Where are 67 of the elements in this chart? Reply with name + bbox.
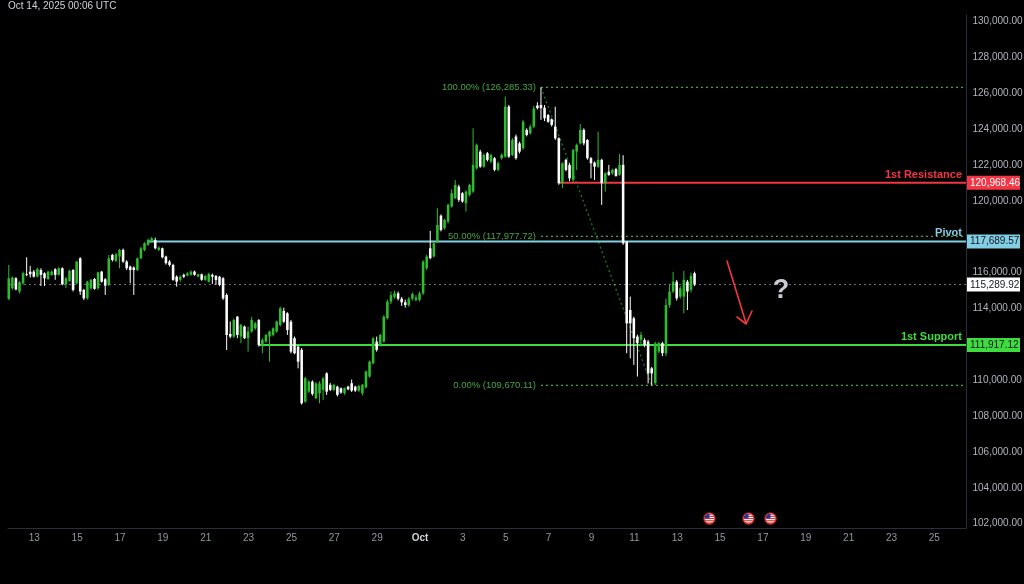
x-tick-label: 19 bbox=[157, 531, 169, 543]
y-tick-label: 122,000.00 bbox=[972, 158, 1023, 170]
candlestick bbox=[618, 153, 621, 177]
x-tick-label: 19 bbox=[800, 531, 812, 543]
candlestick bbox=[436, 207, 439, 244]
candlestick bbox=[75, 260, 78, 285]
y-tick-label: 108,000.00 bbox=[972, 409, 1023, 421]
y-tick-label: 114,000.00 bbox=[972, 302, 1023, 314]
candlestick bbox=[593, 160, 596, 181]
annotation: 100.00% (126,285.33) bbox=[441, 81, 536, 93]
candlestick bbox=[318, 380, 321, 404]
x-tick-label: 9 bbox=[588, 531, 595, 543]
x-tick-label: 25 bbox=[285, 531, 298, 543]
y-tick-label: 106,000.00 bbox=[972, 445, 1023, 457]
chart-title: Oct 14, 2025 00:06 UTC bbox=[8, 0, 117, 11]
x-tick-label: 23 bbox=[243, 531, 255, 543]
y-tick-label: 104,000.00 bbox=[972, 481, 1023, 493]
annotation: 0.00% (109,670.11) bbox=[453, 379, 536, 391]
y-tick-label: 124,000.00 bbox=[972, 122, 1023, 134]
x-tick-label: Oct bbox=[411, 531, 430, 543]
candlestick bbox=[603, 171, 607, 193]
x-tick-label: 13 bbox=[671, 531, 684, 543]
y-tick-label: 130,000.00 bbox=[972, 15, 1023, 27]
x-tick-label: 29 bbox=[371, 531, 384, 543]
data-label: 120,968.46 bbox=[970, 176, 1021, 188]
candlestick bbox=[86, 280, 89, 301]
candlestick bbox=[118, 248, 121, 269]
y-tick-label: 120,000.00 bbox=[972, 194, 1023, 206]
x-tick-label: 15 bbox=[71, 531, 84, 543]
candlestick bbox=[268, 330, 271, 363]
candlestick bbox=[236, 315, 239, 339]
x-tick-label: 21 bbox=[200, 531, 212, 543]
data-label: 117,689.57 bbox=[970, 235, 1020, 247]
data-label: 111,917.12 bbox=[970, 339, 1019, 351]
candlestick bbox=[561, 161, 564, 189]
y-tick-label: 102,000.00 bbox=[972, 517, 1023, 529]
x-tick-label: 17 bbox=[114, 531, 127, 543]
candlestick bbox=[686, 279, 689, 311]
candlestick bbox=[600, 158, 603, 206]
x-tick-label: 21 bbox=[843, 531, 855, 543]
candlestick bbox=[325, 371, 328, 396]
x-tick-label: 25 bbox=[928, 531, 941, 543]
annotation: 50.00% (117,977.72) bbox=[447, 230, 536, 242]
annotation: ? bbox=[772, 274, 790, 304]
y-tick-label: 128,000.00 bbox=[972, 51, 1023, 63]
y-tick-label: 126,000.00 bbox=[972, 86, 1023, 98]
x-tick-label: 3 bbox=[460, 531, 467, 543]
series-label: 1st Resistance bbox=[884, 167, 962, 180]
x-tick-label: 11 bbox=[629, 531, 640, 543]
candlestick bbox=[278, 306, 282, 328]
x-tick-label: 17 bbox=[757, 531, 769, 543]
x-tick-label: 7 bbox=[545, 531, 552, 543]
candlestick bbox=[675, 279, 678, 302]
series-label: Pivot bbox=[935, 226, 963, 239]
y-tick-label: 110,000.00 bbox=[972, 373, 1023, 385]
candlestick bbox=[578, 123, 582, 145]
x-tick-label: 13 bbox=[28, 531, 41, 543]
candlestick bbox=[428, 230, 432, 260]
x-tick-label: 23 bbox=[885, 531, 898, 543]
x-tick-label: 5 bbox=[502, 531, 509, 543]
x-tick-label: 27 bbox=[328, 531, 341, 543]
x-tick-label: 15 bbox=[714, 531, 727, 543]
series-label: 1st Support bbox=[900, 330, 963, 343]
candlestick bbox=[303, 376, 307, 404]
candlestick bbox=[25, 256, 28, 277]
y-tick-label: 116,000.00 bbox=[972, 266, 1023, 278]
ref-line-label: 115,289.92 bbox=[970, 278, 1020, 290]
